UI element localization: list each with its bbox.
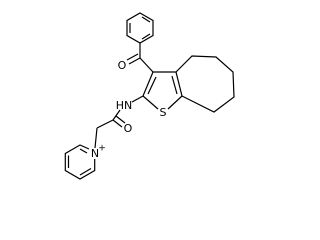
atom-label: S (160, 106, 167, 119)
double-bond (171, 75, 178, 95)
cycloheptane-ring (175, 55, 235, 113)
bond (94, 127, 98, 149)
bond (131, 95, 144, 103)
double-bond (128, 57, 141, 65)
benzene-ring (126, 12, 154, 44)
double-bond (175, 71, 183, 97)
pyridinium-ring (64, 144, 96, 180)
bond (96, 119, 114, 129)
double-bond (115, 115, 126, 124)
page: {"molecule": {"atoms": {"carbonyl_oxygen… (64, 12, 235, 180)
double-bond (142, 71, 154, 97)
aromatic-bond (79, 167, 92, 176)
aromatic-bond (79, 148, 88, 154)
double-bond (112, 119, 123, 128)
atom-label: N (91, 147, 99, 160)
double-bond (126, 53, 139, 61)
bond (142, 95, 159, 110)
structure-diagram: O HN S O N + (64, 12, 235, 180)
bond (112, 109, 121, 121)
bond (167, 95, 183, 110)
atom-label: O (124, 122, 133, 135)
atom-label: O (118, 59, 127, 72)
aromatic-bond (141, 33, 151, 40)
double-bond (147, 76, 157, 95)
atom-label: HN (116, 99, 133, 112)
charge-label: + (98, 144, 106, 154)
aromatic-bond (141, 16, 151, 23)
bond (139, 57, 154, 73)
